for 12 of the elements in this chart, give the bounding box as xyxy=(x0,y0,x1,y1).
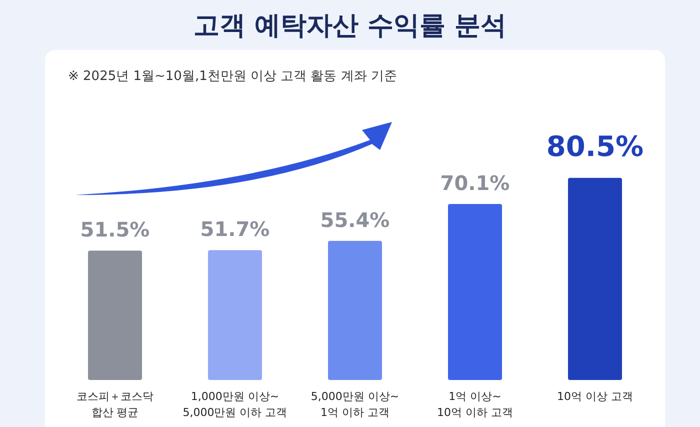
x-tick-label: 1억 이상~ 10억 이하 고객 xyxy=(437,390,513,419)
subtitle: ※ 2025년 1월~10월,1천만원 이상 고객 활동 계좌 기준 xyxy=(68,69,398,84)
data-label: 80.5% xyxy=(546,130,644,163)
data-label: 70.1% xyxy=(440,170,510,195)
x-tick-label: 5,000만원 이상~ 1억 이하 고객 xyxy=(310,390,400,419)
data-label: 51.5% xyxy=(80,218,150,242)
title: 고객 예탁자산 수익률 분석 xyxy=(193,11,507,41)
x-tick-label: 코스피＋코스닥 합산 평균 xyxy=(76,390,154,419)
data-label: 51.7% xyxy=(200,217,270,242)
data-label: 55.4% xyxy=(320,208,390,232)
x-tick-label: 10억 이상 고객 xyxy=(557,390,633,403)
x-tick-label: 1,000만원 이상~ 5,000만원 이하 고객 xyxy=(182,390,288,419)
